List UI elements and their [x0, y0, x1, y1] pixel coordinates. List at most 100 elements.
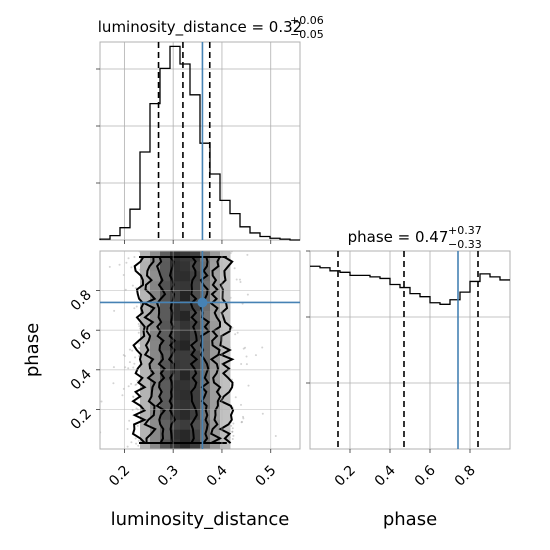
density-block [180, 350, 191, 361]
sample-point [137, 323, 140, 326]
density-block [210, 340, 221, 351]
density-block [200, 330, 211, 341]
sample-point [236, 331, 239, 334]
sample-point [132, 395, 135, 398]
density-block [150, 280, 161, 292]
sample-point [118, 263, 121, 266]
density-block [190, 310, 201, 321]
density-block [180, 270, 191, 282]
x-tick-label: 0.4 [372, 462, 399, 489]
sample-point [135, 305, 138, 308]
sample-point [135, 442, 138, 445]
density-block [150, 429, 161, 440]
density-block [150, 369, 161, 381]
sample-point [261, 346, 264, 349]
density-block [170, 369, 181, 381]
density-block [180, 359, 191, 371]
phase-histogram-panel: 0.2 0.4 0.6 0.8 [306, 250, 511, 490]
density-block [150, 290, 161, 301]
density-block [180, 429, 191, 440]
sample-point [137, 331, 140, 334]
sample-point [231, 427, 234, 430]
density-block [210, 429, 221, 440]
sample-point [138, 325, 141, 328]
luminosity-distance-histogram-panel [96, 41, 301, 244]
x-tick-label: 0.8 [452, 463, 479, 490]
density-block [220, 350, 231, 361]
sample-point [126, 427, 129, 430]
density-block [150, 350, 161, 361]
density-block [170, 399, 181, 410]
density-block [220, 379, 231, 391]
contour-line [155, 256, 167, 444]
sample-point [231, 326, 234, 329]
density-block [220, 280, 231, 292]
sample-point [242, 415, 245, 418]
x-axis-label-luminosity-distance: luminosity_distance [111, 509, 290, 530]
sample-point [134, 356, 137, 359]
density-block [220, 399, 231, 410]
sample-point [136, 424, 139, 427]
density-block [140, 290, 151, 301]
sample-point [128, 361, 131, 364]
density-block [190, 389, 201, 400]
sample-point [231, 430, 234, 433]
density-block [180, 389, 191, 400]
density-block [210, 379, 221, 391]
density-block [140, 300, 151, 311]
luminosity-distance-title: luminosity_distance = 0.32 [98, 18, 302, 37]
density-block [220, 330, 231, 341]
density-block [210, 350, 221, 361]
sample-point [234, 396, 237, 399]
density-block [150, 359, 161, 371]
density-block [160, 359, 171, 371]
density-block [160, 350, 171, 361]
density-block [160, 429, 171, 440]
density-block [220, 290, 231, 301]
x-axis-label-phase: phase [383, 509, 437, 530]
sample-point [128, 419, 131, 422]
sample-point [121, 394, 124, 397]
density-block [160, 399, 171, 410]
density-block [220, 340, 231, 351]
joint-grid [100, 251, 300, 449]
sample-point [108, 265, 111, 268]
density-block [220, 429, 231, 440]
sample-point [134, 383, 137, 386]
luminosity-distance-histogram-frame [99, 41, 301, 241]
density-block [180, 310, 191, 321]
sample-point [132, 366, 135, 369]
sample-point [131, 349, 134, 352]
density-block [210, 399, 221, 410]
density-block [160, 260, 171, 272]
sample-point [233, 267, 236, 270]
density-block [180, 280, 191, 292]
density-block [170, 260, 181, 272]
y-axis-label-phase: phase [22, 323, 43, 377]
sample-point [240, 363, 243, 366]
density-block [140, 369, 151, 381]
contour-line [142, 256, 157, 444]
joint-density-panel: 0.2 0.3 0.4 0.5 0.2 0.4 0.6 0.8 [68, 250, 301, 490]
x-tick-label: 0.6 [412, 462, 439, 489]
sample-point [127, 367, 130, 370]
sample-point [137, 444, 140, 447]
density-block [170, 359, 181, 371]
sample-point [128, 348, 131, 351]
contour-line [131, 256, 147, 444]
sample-point [238, 278, 241, 281]
contour-line [189, 256, 199, 444]
luminosity-distance-title-text: luminosity_distance = 0.32 [98, 18, 302, 37]
sample-point [125, 261, 128, 264]
density-block [200, 260, 211, 272]
sample-point [127, 257, 130, 260]
density-block [140, 379, 151, 391]
sample-point [244, 346, 247, 349]
x-tick-label: 0.5 [253, 463, 280, 490]
density-block [140, 429, 151, 440]
density-block [220, 320, 231, 331]
y-tick-label: 0.6 [68, 327, 95, 354]
sample-point [134, 437, 137, 440]
sample-point [231, 437, 234, 440]
contour-line [167, 256, 177, 444]
